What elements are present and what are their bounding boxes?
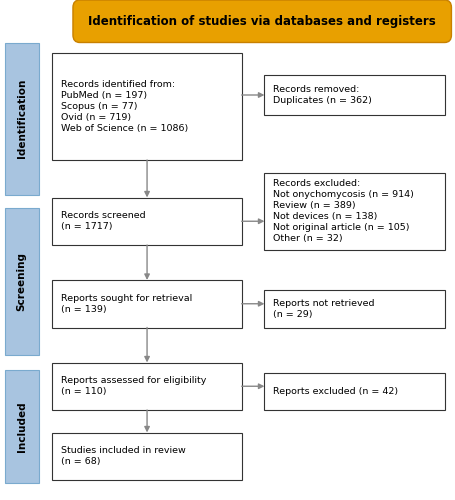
FancyBboxPatch shape — [73, 0, 450, 42]
FancyBboxPatch shape — [264, 290, 444, 328]
FancyBboxPatch shape — [5, 370, 39, 482]
Text: Reports not retrieved
(n = 29): Reports not retrieved (n = 29) — [272, 298, 374, 319]
FancyBboxPatch shape — [264, 75, 444, 115]
Text: Records identified from:
PubMed (n = 197)
Scopus (n = 77)
Ovid (n = 719)
Web of : Records identified from: PubMed (n = 197… — [61, 80, 187, 133]
Text: Records removed:
Duplicates (n = 362): Records removed: Duplicates (n = 362) — [272, 85, 371, 105]
Text: Reports excluded (n = 42): Reports excluded (n = 42) — [272, 387, 397, 396]
FancyBboxPatch shape — [5, 208, 39, 355]
Text: Records excluded:
Not onychomycosis (n = 914)
Review (n = 389)
Not devices (n = : Records excluded: Not onychomycosis (n =… — [272, 179, 413, 244]
Text: Included: Included — [17, 401, 26, 452]
FancyBboxPatch shape — [52, 198, 241, 245]
Text: Studies included in review
(n = 68): Studies included in review (n = 68) — [61, 446, 185, 466]
FancyBboxPatch shape — [52, 362, 241, 410]
FancyBboxPatch shape — [264, 372, 444, 410]
FancyBboxPatch shape — [52, 432, 241, 480]
FancyBboxPatch shape — [5, 42, 39, 195]
Text: Reports assessed for eligibility
(n = 110): Reports assessed for eligibility (n = 11… — [61, 376, 206, 396]
Text: Identification of studies via databases and registers: Identification of studies via databases … — [88, 14, 435, 28]
FancyBboxPatch shape — [52, 52, 241, 160]
FancyBboxPatch shape — [264, 172, 444, 250]
FancyBboxPatch shape — [52, 280, 241, 328]
Text: Records screened
(n = 1717): Records screened (n = 1717) — [61, 211, 145, 232]
Text: Screening: Screening — [17, 252, 26, 310]
Text: Identification: Identification — [17, 79, 26, 158]
Text: Reports sought for retrieval
(n = 139): Reports sought for retrieval (n = 139) — [61, 294, 192, 314]
